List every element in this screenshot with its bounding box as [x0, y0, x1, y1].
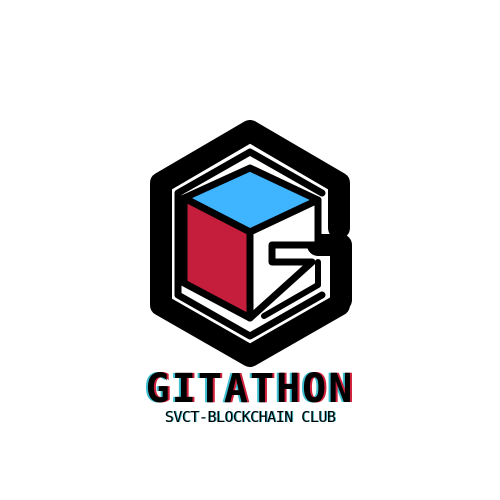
- brand-name-graphic: GITATHON GITATHON GITATHON: [144, 366, 357, 410]
- g-inner-stroke: [261, 259, 321, 319]
- tagline: SVCT-BLOCKCHAIN CLUB: [164, 408, 336, 426]
- brand-name-shadow-red: GITATHON: [148, 366, 357, 410]
- cube-right-face: [246, 196, 322, 322]
- brand-name: GITATHON: [146, 366, 355, 410]
- g-crossbar: [307, 234, 352, 311]
- hexagon-inner-outline: [174, 148, 326, 340]
- hexagon-g-outline: [150, 120, 350, 367]
- brand-name-shadow-cyan: GITATHON: [144, 366, 353, 410]
